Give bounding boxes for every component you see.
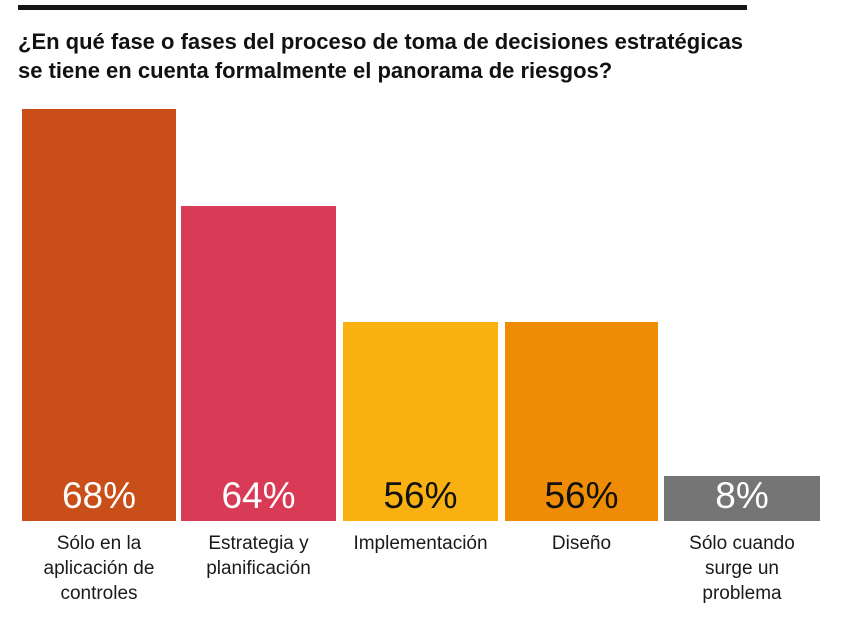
bar-value-label-implementacion: 56% [383, 475, 458, 516]
bar-diseno: 56% [505, 322, 658, 521]
bar-category-label-solo-cuando-surge-problema: Sólo cuando surge un problema [689, 533, 795, 604]
top-rule-divider [18, 5, 747, 10]
bar-estrategia-planificacion: 64% [181, 206, 336, 521]
bar-value-label-diseno: 56% [544, 475, 619, 516]
chart-title: ¿En qué fase o fases del proceso de toma… [18, 29, 744, 83]
bar-solo-cuando-surge-problema: 8% [664, 476, 820, 521]
bar-category-label-diseno: Diseño [551, 533, 612, 554]
bar-value-label-solo-aplicacion-controles: 68% [61, 475, 137, 516]
bar-implementacion: 56% [343, 322, 498, 521]
bar-solo-aplicacion-controles: 68% [22, 109, 176, 521]
bar-value-label-estrategia-planificacion: 64% [221, 475, 296, 516]
bar-category-label-implementacion: Implementación [353, 533, 488, 554]
bar-category-label-solo-aplicacion-controles: Sólo en la aplicación de controles [43, 533, 155, 604]
bar-value-label-solo-cuando-surge-problema: 8% [715, 475, 769, 516]
bar-category-label-estrategia-planificacion: Estrategia y planificación [206, 533, 311, 579]
